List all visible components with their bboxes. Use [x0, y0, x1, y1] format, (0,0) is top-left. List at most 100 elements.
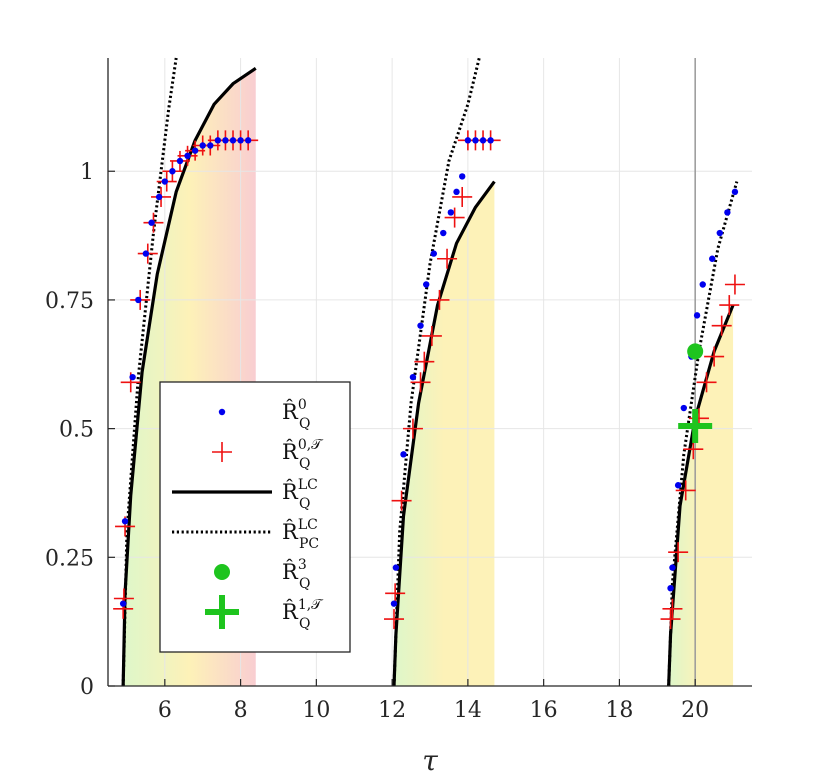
legend-big-dot-symbol [214, 564, 230, 580]
dot-marker [176, 157, 184, 165]
tick-labels: 6 8 10 12 14 16 18 20 0 0.25 0.5 0.75 1 [45, 160, 709, 723]
y-tick-label: 0.75 [45, 289, 94, 314]
x-tick-label: 12 [378, 698, 406, 723]
x-tick-label: 16 [530, 698, 558, 723]
legend-dot-symbol [218, 408, 226, 416]
dot-marker [459, 173, 466, 180]
legend-big-plus-symbol [205, 595, 239, 629]
dot-marker [148, 219, 155, 226]
legend-label: R̂0,𝒯 Q [282, 437, 324, 472]
legend-item: R̂LC Q [172, 477, 318, 512]
dot-marker [440, 229, 447, 237]
pc-curve [121, 57, 178, 687]
y-tick-label: 1 [80, 160, 94, 185]
dot-marker [699, 281, 706, 288]
legend-label: R̂3 Q [282, 557, 310, 592]
plus-marker [385, 583, 406, 604]
y-tick-label: 0.5 [59, 418, 94, 443]
dot-marker [184, 152, 191, 160]
dot-marker [479, 137, 487, 144]
dot-marker [390, 600, 398, 607]
plus-marker [421, 325, 442, 346]
lc-curve [392, 180, 496, 687]
dot-marker [423, 281, 430, 288]
plus-marker [391, 490, 412, 511]
dot-marker [119, 600, 127, 607]
shaded-region [394, 181, 495, 686]
dot-marker [169, 168, 176, 175]
legend-label: R̂LC Q [282, 477, 318, 512]
curves [121, 57, 739, 687]
plus-marker [675, 480, 696, 501]
dot-marker [135, 296, 142, 304]
dot-marker [709, 255, 716, 262]
legend-item: R̂0,𝒯 Q [212, 437, 324, 472]
legend-item: R̂LC PC [172, 517, 319, 552]
plus-marker [668, 542, 689, 563]
dot-marker [244, 137, 252, 144]
plus-marker [384, 609, 405, 630]
dot-marker [199, 142, 206, 149]
x-axis-title: τ [422, 744, 438, 777]
lc-curve [121, 66, 257, 687]
dot-marker [237, 137, 244, 144]
plus-marker [402, 418, 423, 439]
legend-label: R̂LC PC [282, 517, 319, 552]
dot-marker [417, 322, 424, 329]
dot-marker [464, 137, 472, 144]
dot-marker [142, 250, 150, 257]
dot-marker [487, 137, 494, 144]
dot-marker [207, 142, 214, 149]
dot-marker [229, 137, 237, 144]
lc-curve [667, 304, 735, 687]
plus-marker [437, 248, 458, 269]
axes [107, 58, 752, 687]
dot-marker [716, 229, 723, 237]
y-tick-label: 0 [80, 675, 94, 700]
pc-curve [392, 57, 481, 687]
plus-marker [414, 351, 435, 372]
dot-marker [667, 584, 674, 592]
plus-marker [662, 598, 683, 619]
x-tick-label: 14 [454, 698, 482, 723]
plus-marker [410, 372, 431, 393]
legend-label: R̂0 Q [282, 397, 310, 432]
legend-item: R̂3 Q [214, 557, 310, 592]
legend-box [159, 381, 351, 653]
dot-marker [693, 312, 701, 319]
x-tick-label: 6 [158, 698, 172, 723]
big-dot-marker [687, 343, 704, 360]
dot-marker [155, 193, 163, 201]
plus-marker [724, 274, 745, 295]
dot-marker [161, 178, 169, 185]
dot-marker [447, 209, 455, 216]
legend: R̂0 Q R̂0,𝒯 Q R̂LC Q R̂LC PC R̂3 Q R̂1,𝒯 Q [159, 381, 351, 653]
legend-plus-symbol [212, 442, 232, 462]
dot-marker [731, 188, 739, 196]
x-tick-label: 10 [302, 698, 330, 723]
plus-marker [704, 346, 725, 367]
pc-curve [667, 181, 739, 687]
plus-marker [452, 186, 473, 207]
shaded-region [668, 305, 734, 686]
plus-marker [429, 289, 450, 310]
dot-marker [191, 147, 199, 154]
plus-marker [719, 295, 740, 316]
dot-marker [400, 451, 407, 458]
dot-marker [669, 564, 676, 571]
plus-marker [711, 315, 732, 336]
dot-marker [222, 137, 229, 144]
y-tick-label: 0.25 [45, 546, 94, 571]
markers [113, 130, 745, 630]
dot-marker [453, 188, 460, 196]
plus-marker [696, 372, 717, 393]
x-tick-label: 20 [681, 698, 709, 723]
legend-item: R̂1,𝒯 Q [205, 595, 324, 632]
x-tick-label: 8 [234, 698, 248, 723]
x-tick-label: 18 [605, 698, 633, 723]
dot-marker [392, 564, 400, 571]
legend-label: R̂1,𝒯 Q [282, 597, 324, 632]
dot-marker [472, 137, 479, 144]
dot-marker [129, 373, 136, 381]
